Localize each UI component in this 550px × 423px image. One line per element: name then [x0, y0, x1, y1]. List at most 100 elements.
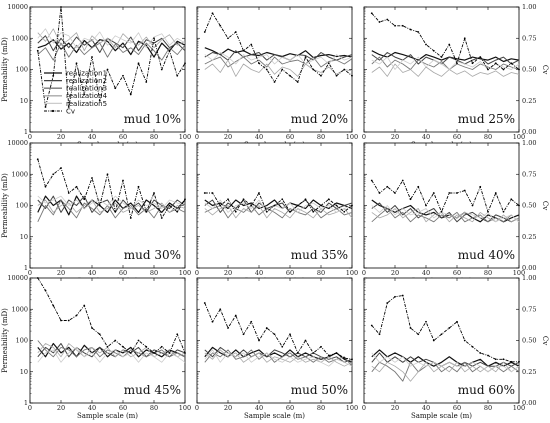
cv-point	[479, 352, 482, 354]
cv-point	[258, 62, 260, 65]
legend-label: realization2	[66, 77, 107, 85]
y-tick-label-left: 1000	[11, 305, 28, 313]
x-tick-label: 0	[28, 269, 32, 277]
x-tick-label: 80	[484, 404, 492, 412]
x-tick-label: 40	[422, 404, 430, 412]
cv-point	[296, 352, 299, 354]
cv-point	[211, 320, 214, 323]
legend-entry-Cv: Cv	[44, 107, 75, 115]
cv-point	[52, 173, 55, 176]
legend-label: Cv	[66, 107, 75, 115]
cv-point	[335, 352, 338, 354]
series-realization4	[37, 28, 186, 52]
x-tick-label: 0	[195, 133, 199, 141]
cv-point	[137, 185, 140, 188]
cv-point	[281, 345, 284, 348]
y-tick-label-right: 0.75	[522, 305, 536, 313]
x-tick-label: 100	[513, 404, 525, 412]
panel-label: mud 25%	[458, 112, 515, 126]
cv-point	[409, 198, 412, 201]
x-tick-label: 0	[362, 404, 366, 412]
cv-point	[335, 74, 338, 77]
cv-point	[370, 12, 373, 15]
cv-point	[456, 62, 458, 65]
y-axis-label-left: Permeability (mD)	[1, 37, 9, 102]
cv-point	[487, 210, 489, 213]
y-tick-label-left: 100	[16, 66, 28, 74]
cv-point	[265, 68, 268, 71]
cv-point	[273, 204, 276, 207]
x-tick-label: 60	[119, 269, 127, 277]
cv-point	[494, 192, 497, 194]
x-tick-label: 60	[119, 404, 127, 412]
cv-point	[234, 210, 237, 213]
cv-point	[463, 37, 466, 40]
cv-point	[91, 56, 93, 58]
x-tick-label: 0	[195, 269, 199, 277]
cv-point	[137, 62, 140, 65]
x-tick-label: 20	[57, 133, 65, 141]
y-tick-label-left: 1	[24, 264, 28, 272]
cv-point	[401, 179, 404, 182]
cv-point	[351, 358, 353, 361]
cv-point	[176, 210, 179, 213]
x-axis-label: Sample scale (m)	[77, 412, 138, 420]
series-realization4	[37, 199, 186, 213]
x-tick-label: 100	[513, 269, 525, 277]
x-tick-label: 0	[362, 269, 366, 277]
y-tick-label-left: 10	[20, 233, 28, 241]
cv-point	[219, 24, 222, 27]
series-Cv	[37, 277, 186, 354]
cv-point	[394, 192, 396, 194]
cv-point	[168, 352, 171, 354]
x-tick-label: 60	[286, 133, 294, 141]
series-realization5	[204, 52, 353, 65]
cv-point	[370, 324, 373, 327]
x-tick-label: 40	[422, 269, 430, 277]
cv-point	[378, 192, 381, 194]
x-tick-label: 100	[346, 133, 358, 141]
cv-point	[234, 314, 237, 317]
cv-point	[160, 217, 163, 219]
cv-point	[184, 198, 186, 201]
panel-8: 0 20 40 60 80 100 mud 50% Sample scale (m)	[195, 277, 358, 420]
cv-point	[440, 333, 443, 336]
cv-point	[343, 357, 346, 359]
x-tick-label: 60	[119, 133, 127, 141]
cv-point	[510, 198, 513, 201]
y-tick-label-left: 10	[20, 368, 28, 376]
cv-point	[203, 31, 206, 33]
cv-point	[122, 345, 124, 348]
cv-point	[394, 24, 396, 27]
cv-point	[487, 354, 489, 357]
x-tick-label: 0	[28, 404, 32, 412]
x-tick-label: 0	[28, 133, 32, 141]
cv-point	[289, 333, 291, 336]
series-realization5	[371, 205, 520, 223]
series-realization4	[371, 63, 520, 77]
cv-point	[44, 106, 47, 108]
x-tick-label: 40	[88, 133, 96, 141]
cv-point	[44, 185, 47, 188]
cv-point	[129, 217, 132, 219]
cv-point	[242, 333, 245, 336]
cv-point	[502, 358, 505, 361]
cv-point	[211, 12, 214, 15]
series-Cv	[204, 192, 353, 213]
cv-point	[510, 62, 513, 65]
series-realization3	[37, 42, 186, 61]
cv-point	[265, 210, 268, 213]
cv-point	[471, 345, 474, 348]
series-realization4	[37, 343, 186, 358]
legend-label: realization1	[66, 69, 107, 77]
cv-point	[36, 277, 39, 279]
y-tick-label-right: 0.00	[522, 264, 536, 272]
y-tick-label-right: 0.00	[522, 128, 536, 136]
panel-label: mud 35%	[291, 248, 348, 262]
y-tick-label-left: 100	[16, 202, 28, 210]
x-axis-label: Sample scale (m)	[244, 412, 305, 420]
cv-point	[98, 204, 101, 207]
x-tick-label: 80	[317, 133, 325, 141]
cv-point	[203, 302, 206, 304]
panel-9: 0 20 40 60 80 1000.00 0.25 0.50 0.75 1.00 mud 60% S…	[362, 274, 549, 420]
